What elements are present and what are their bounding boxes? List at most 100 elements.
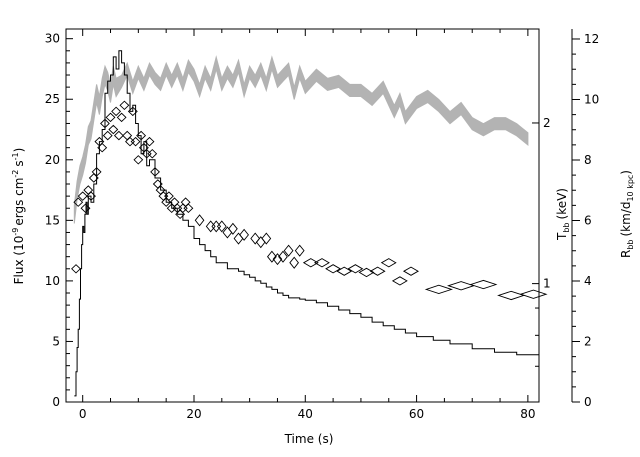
temperature-point <box>138 142 149 153</box>
temperature-point <box>122 130 133 141</box>
temperature-point <box>111 106 122 117</box>
radius-axis-title-sub: bb <box>626 240 635 250</box>
temperature-point <box>239 228 249 241</box>
temperature-point <box>403 266 419 276</box>
temperature-point <box>144 136 155 147</box>
temperature-point <box>147 148 158 159</box>
temperature-point <box>283 244 294 257</box>
y-tick-label: 5 <box>52 334 60 348</box>
x-tick-label: 60 <box>409 407 424 421</box>
temperature-point <box>336 266 353 276</box>
temperature-point <box>97 142 108 153</box>
y-tick-label: 10 <box>45 274 60 288</box>
x-tick-label: 0 <box>79 407 87 421</box>
temperature-point <box>272 253 283 266</box>
temperature-point <box>175 209 186 220</box>
x-tick-label: 80 <box>520 407 535 421</box>
temperature-point <box>289 256 299 269</box>
temperature-point <box>94 136 105 147</box>
temperature-point <box>108 124 119 135</box>
y-axis-title-s: s <box>12 160 26 166</box>
flux-line <box>74 50 540 397</box>
radius-axis-title-main: R <box>619 250 633 258</box>
temperature-point <box>216 220 227 233</box>
temperature-point <box>152 179 163 189</box>
radius-axis-title-close: ) <box>619 170 633 175</box>
temperature-point <box>267 250 277 263</box>
temperature-point <box>347 264 364 274</box>
y-axis-title-s-exponent: -1 <box>11 152 20 160</box>
y-tick-label: 15 <box>45 213 60 227</box>
temperature-point <box>105 112 116 123</box>
temperature-diamond-series <box>71 100 548 301</box>
temperature-point <box>211 220 222 233</box>
temperature-point <box>73 197 84 207</box>
temperature-point <box>177 203 188 214</box>
radius-axis-title-unit-sub: 10 kpc <box>626 175 635 202</box>
temperature-point <box>133 155 144 165</box>
temperature-point <box>86 191 96 201</box>
temperature-point <box>358 267 375 278</box>
temperature-point <box>83 185 94 195</box>
temperature-point <box>88 173 99 183</box>
radius-tick-label: 10 <box>584 92 599 106</box>
temperature-point <box>172 203 183 214</box>
temperature-point <box>228 222 238 235</box>
temperature-axis-title-main: T <box>555 232 569 241</box>
temperature-point <box>278 250 288 263</box>
temperature-point <box>102 130 113 141</box>
y-axis-ticks: 0 5 10 15 20 25 30 <box>45 32 73 409</box>
x-tick-label: 40 <box>298 407 313 421</box>
plot-frame <box>65 28 540 403</box>
temperature-point <box>424 284 453 294</box>
temperature-point <box>194 214 205 227</box>
temperature-point <box>169 197 180 207</box>
radius-tick-label: 4 <box>584 274 592 288</box>
radius-axis-title-unit: (km/d <box>619 202 633 237</box>
y-axis-title: Flux (10-9 ergs cm-2 s-1) <box>11 148 26 285</box>
y-tick-label: 25 <box>45 92 60 106</box>
temperature-point <box>302 258 319 268</box>
temperature-point <box>205 220 216 233</box>
y-tick-label: 30 <box>45 32 60 46</box>
temperature-point <box>127 106 138 117</box>
radius-tick-label: 0 <box>584 395 592 409</box>
temperature-point <box>119 100 130 111</box>
radius-axis: 0 2 4 6 8 10 12 <box>571 29 599 409</box>
y-axis-title-cm-exponent: -2 <box>11 170 20 178</box>
temperature-point <box>136 130 147 141</box>
y-axis-title-close: ) <box>12 148 26 153</box>
temperature-point <box>164 191 174 201</box>
temperature-tick-label: 1 <box>543 277 551 291</box>
temperature-point <box>150 167 160 177</box>
flux-step-series <box>74 50 540 397</box>
temperature-tick-label: 2 <box>543 116 551 130</box>
radius-tick-label: 6 <box>584 213 592 227</box>
temperature-point <box>100 118 110 129</box>
temperature-point <box>158 191 169 201</box>
temperature-point <box>314 258 330 268</box>
y-tick-label: 20 <box>45 153 60 167</box>
temperature-point <box>183 203 194 214</box>
temperature-point <box>380 258 397 268</box>
temperature-axis-title-unit: (keV) <box>555 188 569 219</box>
radius-axis-title: Rbb (km/d10 kpc) <box>619 170 635 258</box>
radius-band-series <box>73 55 529 224</box>
temperature-axis-title: Tbb (keV) <box>555 188 571 241</box>
temperature-axis-title-sub: bb <box>562 222 571 232</box>
temperature-point <box>130 136 141 147</box>
temperature-point <box>391 276 408 286</box>
x-axis-ticks: 0 20 40 60 80 <box>79 29 536 421</box>
temperature-point <box>261 232 272 245</box>
temperature-point <box>469 279 498 290</box>
temperature-point <box>519 289 548 299</box>
radius-tick-label: 12 <box>584 32 599 46</box>
temperature-point <box>125 136 135 147</box>
temperature-point <box>80 203 91 214</box>
temperature-point <box>141 148 152 159</box>
x-axis-title: Time (s) <box>284 432 334 446</box>
temperature-point <box>116 112 127 123</box>
radius-tick-label: 8 <box>584 153 592 167</box>
temperature-point <box>91 167 102 177</box>
temperature-axis: 12 <box>532 28 551 367</box>
